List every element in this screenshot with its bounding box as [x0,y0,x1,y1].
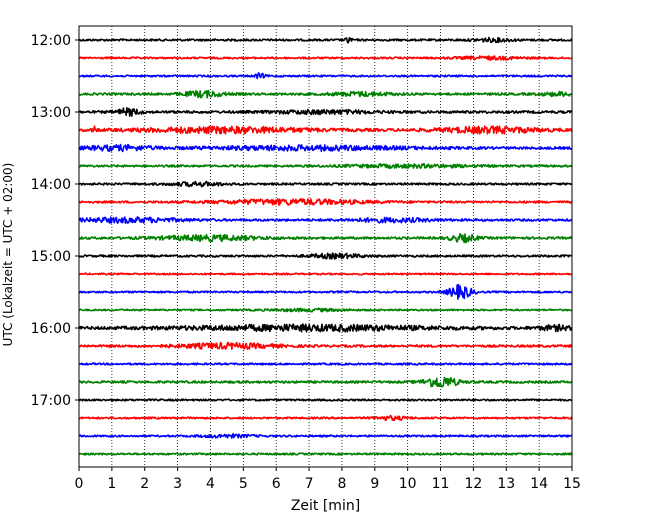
plot-frame [78,25,573,468]
x-tick-label: 7 [305,476,314,492]
trace-line [78,125,573,135]
trace-line [78,414,573,422]
y-tick-label: 13:00 [31,105,71,121]
x-tick-label: 13 [497,476,515,492]
trace-line [78,89,573,99]
trace-line [78,283,573,300]
trace-line [78,216,573,224]
y-axis-label: UTC (Lokalzeit = UTC + 02:00) [1,163,15,347]
y-tick-label: 16:00 [31,321,71,337]
x-tick-label: 10 [399,476,417,492]
x-axis-label: Zeit [min] [291,498,360,514]
x-tick-label: 11 [432,476,450,492]
trace-line [78,433,573,439]
x-tick-label: 2 [140,476,149,492]
trace-line [78,307,573,313]
x-tick-label: 0 [75,476,84,492]
x-tick-label: 6 [272,476,281,492]
trace-line [78,252,573,260]
trace-line [78,323,573,333]
trace-line [78,72,573,80]
trace-line [78,398,573,402]
trace-line [78,376,573,388]
traces [78,36,573,456]
y-tick-label: 14:00 [31,177,71,193]
y-tick-label: 17:00 [31,393,71,409]
trace-line [78,452,573,456]
x-tick-label: 14 [530,476,548,492]
trace-line [78,197,573,207]
x-tick-label: 1 [107,476,116,492]
trace-line [78,362,573,366]
x-tick-label: 15 [563,476,581,492]
x-tick-label: 4 [206,476,215,492]
trace-line [78,341,573,350]
trace-line [78,107,573,118]
trace-line [78,55,573,61]
x-tick-label: 5 [239,476,248,492]
x-axis: 0 1 2 3 4 5 6 7 8 9 10 11 12 13 14 15 [75,467,581,492]
x-tick-label: 9 [370,476,379,492]
x-tick-label: 3 [173,476,182,492]
trace-line [78,232,573,244]
trace-line [78,272,573,276]
x-tick-label: 12 [464,476,482,492]
trace-line [78,180,573,188]
y-tick-label: 15:00 [31,249,71,265]
trace-line [78,143,573,153]
trace-line [78,36,573,44]
y-tick-label: 12:00 [31,33,71,49]
trace-line [78,162,573,170]
y-axis: 12:00 13:00 14:00 15:00 16:00 17:00 [31,33,79,409]
x-tick-label: 8 [337,476,346,492]
